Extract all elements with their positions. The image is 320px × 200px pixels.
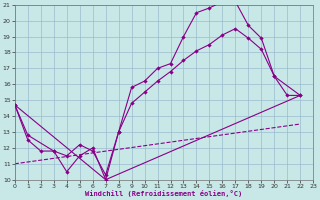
X-axis label: Windchill (Refroidissement éolien,°C): Windchill (Refroidissement éolien,°C) [85, 190, 243, 197]
